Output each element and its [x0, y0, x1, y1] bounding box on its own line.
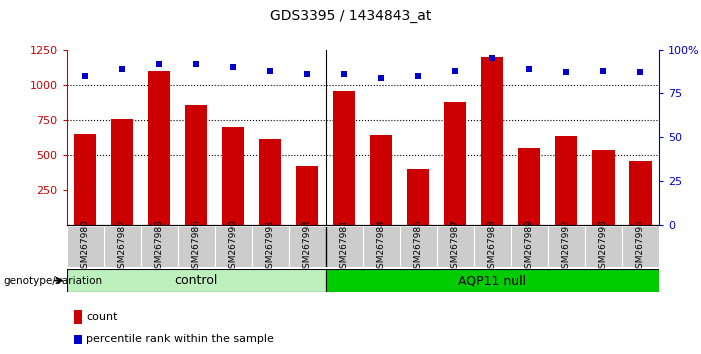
Point: [339, 71, 350, 77]
Point: [116, 66, 128, 72]
Point: [264, 68, 275, 73]
Bar: [555, 137, 578, 225]
Text: GSM267984: GSM267984: [376, 219, 386, 274]
Point: [191, 61, 202, 67]
Point: [154, 61, 165, 67]
Point: [486, 56, 498, 61]
Bar: [222, 127, 244, 225]
Bar: [592, 150, 615, 225]
Text: GSM267991: GSM267991: [266, 219, 275, 274]
Text: GSM267985: GSM267985: [414, 219, 423, 274]
Bar: [148, 71, 170, 225]
Bar: [481, 57, 503, 225]
Text: count: count: [86, 312, 118, 322]
Text: GSM267986: GSM267986: [191, 219, 200, 274]
Point: [301, 71, 313, 77]
Bar: [296, 166, 318, 225]
Text: AQP11 null: AQP11 null: [458, 274, 526, 287]
Bar: [333, 91, 355, 225]
Bar: [111, 119, 133, 225]
Text: GSM267993: GSM267993: [599, 219, 608, 274]
Point: [450, 68, 461, 73]
Bar: [444, 102, 466, 225]
Text: GSM267989: GSM267989: [525, 219, 534, 274]
Text: GSM267988: GSM267988: [488, 219, 497, 274]
Text: GDS3395 / 1434843_at: GDS3395 / 1434843_at: [270, 9, 431, 23]
Bar: [407, 169, 430, 225]
Bar: [259, 138, 281, 225]
Text: GSM267994: GSM267994: [303, 219, 312, 274]
Text: percentile rank within the sample: percentile rank within the sample: [86, 334, 274, 344]
Text: GSM267990: GSM267990: [229, 219, 238, 274]
Text: control: control: [175, 274, 218, 287]
Point: [524, 66, 535, 72]
Point: [635, 69, 646, 75]
Bar: [67, 269, 326, 292]
Text: GSM267995: GSM267995: [636, 219, 645, 274]
Text: GSM267981: GSM267981: [340, 219, 349, 274]
Point: [561, 69, 572, 75]
Point: [228, 64, 239, 70]
Text: genotype/variation: genotype/variation: [4, 275, 102, 286]
Bar: [629, 161, 651, 225]
Point: [598, 68, 609, 73]
Text: GSM267983: GSM267983: [155, 219, 163, 274]
Bar: [74, 134, 96, 225]
Bar: [370, 135, 393, 225]
Point: [413, 73, 424, 79]
Bar: [185, 105, 207, 225]
Text: GSM267992: GSM267992: [562, 219, 571, 274]
Text: GSM267980: GSM267980: [81, 219, 90, 274]
Bar: [326, 269, 659, 292]
Point: [79, 73, 90, 79]
Bar: [518, 148, 540, 225]
Point: [376, 75, 387, 80]
Text: GSM267987: GSM267987: [451, 219, 460, 274]
Text: GSM267982: GSM267982: [118, 219, 127, 274]
